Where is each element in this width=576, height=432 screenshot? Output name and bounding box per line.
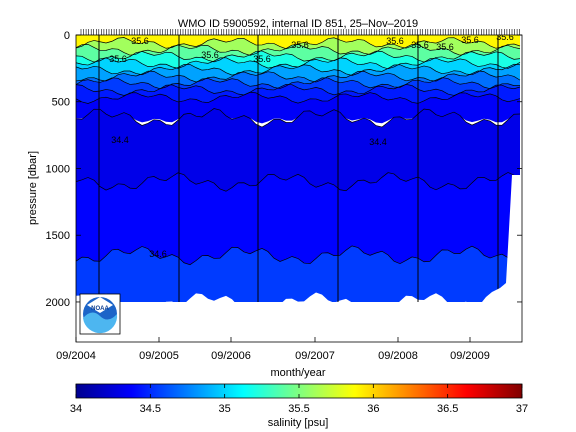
contour-label: 35.6 bbox=[496, 32, 514, 42]
y-tick-label: 500 bbox=[52, 97, 70, 109]
colorbar-ticks: 34 34.5 35 35.5 36 36.5 37 bbox=[70, 384, 528, 415]
profile-tick-marks bbox=[80, 29, 520, 35]
salinity-layer bbox=[76, 245, 520, 312]
salinity-layer bbox=[76, 70, 520, 89]
plot-frame bbox=[75, 34, 523, 343]
salinity-layer bbox=[76, 84, 520, 104]
contour-label: 35.6 bbox=[291, 40, 309, 50]
plot-area: 35.6 35.6 35.6 35.6 35.6 35.6 35.6 35.6 35.6 35.6… bbox=[76, 32, 522, 342]
colorbar-label: salinity [psu] bbox=[268, 417, 329, 429]
contour-line bbox=[76, 50, 521, 63]
colorbar-tick-label: 34 bbox=[70, 403, 82, 415]
salinity-layer bbox=[76, 35, 520, 49]
contour-line bbox=[76, 77, 521, 90]
x-tick-label: 09/2008 bbox=[378, 350, 418, 362]
x-tick-label: 09/2009 bbox=[450, 350, 490, 362]
y-axis-label: pressure [dbar] bbox=[27, 151, 39, 225]
salinity-layer bbox=[76, 64, 520, 83]
contour-label: 35.6 bbox=[436, 42, 454, 52]
contour-line bbox=[76, 43, 521, 56]
x-tick-label: 09/2005 bbox=[139, 350, 179, 362]
contour-label: 35.6 bbox=[109, 54, 127, 64]
salinity-layer bbox=[76, 37, 520, 56]
no-data-region bbox=[76, 175, 522, 342]
colorbar-tick-label: 36.5 bbox=[437, 403, 458, 415]
contour-label: 35.6 bbox=[411, 40, 429, 50]
colorbar-tick-label: 36 bbox=[367, 403, 379, 415]
y-tick-label: 0 bbox=[64, 30, 70, 42]
contour-label: 35.6 bbox=[461, 35, 479, 45]
contour-label: 35.6 bbox=[386, 36, 404, 46]
y-tick-label: 1000 bbox=[46, 163, 70, 175]
x-tick-label: 09/2006 bbox=[211, 350, 251, 362]
contour-labels: 35.6 35.6 35.6 35.6 35.6 35.6 35.6 35.6 35.6 35.6… bbox=[109, 32, 514, 259]
contour-lines bbox=[76, 37, 521, 266]
contour-line bbox=[76, 245, 521, 266]
x-axis-ticks: 09/2004 09/2005 09/2006 09/2007 09/2008 09/20… bbox=[56, 337, 490, 362]
salinity-layer bbox=[76, 108, 520, 192]
y-axis-ticks: 0 500 1000 1500 2000 bbox=[46, 30, 522, 309]
contour-label: 35.6 bbox=[253, 54, 271, 64]
contour-line bbox=[76, 37, 521, 50]
contour-label: 34.6 bbox=[149, 249, 167, 259]
contour-label: 35.6 bbox=[201, 50, 219, 60]
salinity-layer bbox=[76, 44, 520, 63]
salinity-layer bbox=[76, 172, 520, 265]
colorbar-tick-label: 35.5 bbox=[288, 403, 309, 415]
salinity-layer bbox=[76, 77, 520, 96]
contour-line bbox=[76, 108, 521, 128]
salinity-layer bbox=[76, 57, 520, 76]
y-tick-label: 2000 bbox=[46, 297, 70, 309]
contour-line bbox=[76, 70, 521, 83]
contour-line bbox=[76, 172, 521, 192]
contour-label: 35.6 bbox=[131, 36, 149, 46]
x-tick-label: 09/2004 bbox=[56, 350, 96, 362]
contour-label: 34.4 bbox=[369, 137, 387, 147]
x-axis-label: month/year bbox=[270, 367, 325, 379]
contour-line bbox=[76, 83, 521, 96]
x-tick-label: 09/2007 bbox=[295, 350, 335, 362]
chart-title: WMO ID 5900592, internal ID 851, 25–Nov–… bbox=[178, 18, 418, 30]
colorbar-tick-label: 35 bbox=[219, 403, 231, 415]
contour-line bbox=[76, 91, 521, 104]
colorbar-tick-label: 37 bbox=[516, 403, 528, 415]
contour-label: 34.4 bbox=[111, 135, 129, 145]
salinity-layer bbox=[76, 50, 520, 69]
colorbar-tick-label: 34.5 bbox=[140, 403, 161, 415]
noaa-logo-text: NOAA bbox=[91, 306, 109, 312]
noaa-logo: NOAA bbox=[79, 293, 121, 335]
y-tick-label: 1500 bbox=[46, 230, 70, 242]
salinity-field bbox=[76, 35, 520, 312]
